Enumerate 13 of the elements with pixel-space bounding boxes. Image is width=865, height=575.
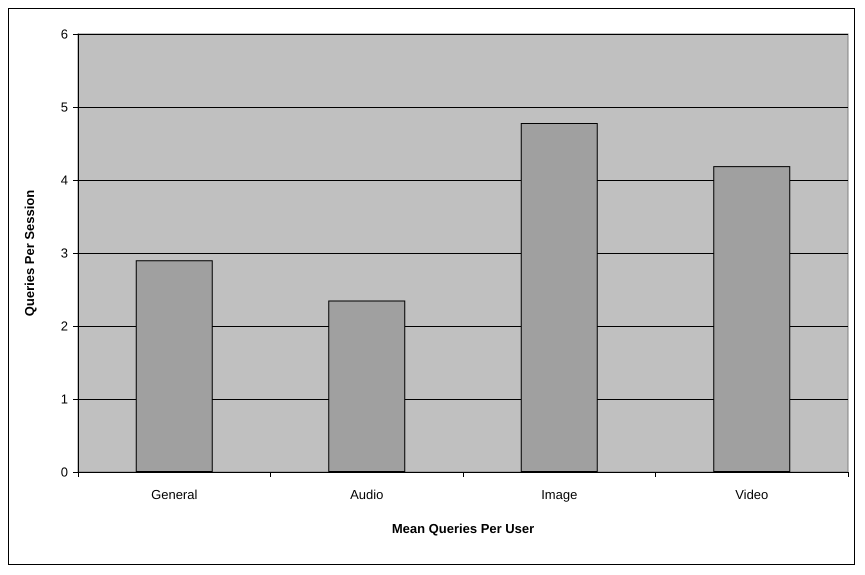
- x-tick-label: Image: [541, 487, 578, 502]
- y-tick-label: 5: [60, 100, 68, 114]
- x-tick-label: Audio: [350, 487, 384, 502]
- y-tick-label: 3: [60, 246, 68, 260]
- x-tick-label: General: [151, 487, 198, 502]
- y-tick-label: 4: [60, 172, 68, 188]
- y-tick-label: 2: [60, 318, 68, 334]
- y-tick-label: 6: [60, 26, 68, 42]
- x-axis-title: Mean Queries Per User: [392, 521, 534, 536]
- x-tick-label: Video: [735, 487, 768, 502]
- y-axis-title: Queries Per Session: [22, 190, 37, 316]
- y-tick-label: 0: [60, 464, 68, 480]
- y-tick-label: 1: [60, 392, 68, 406]
